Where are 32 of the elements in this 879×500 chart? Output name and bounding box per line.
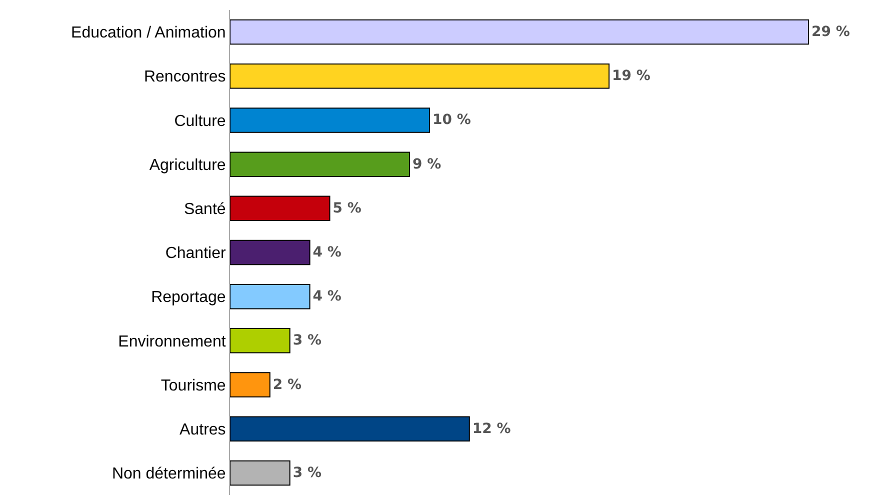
bar xyxy=(230,284,310,310)
y-tick-label: Autres xyxy=(180,421,226,438)
data-label: 9 % xyxy=(412,156,442,172)
y-tick-label: Non déterminée xyxy=(112,466,226,483)
data-label: 3 % xyxy=(292,464,322,481)
data-label: 4 % xyxy=(312,244,342,261)
data-label: 5 % xyxy=(332,200,362,216)
bar xyxy=(230,64,610,89)
bar xyxy=(230,19,810,45)
y-tick-label: Education / Animation xyxy=(71,24,226,42)
y-tick-label: Agriculture xyxy=(149,156,226,174)
y-tick-label: Santé xyxy=(184,201,226,218)
bar xyxy=(230,240,310,266)
y-tick-label: Tourisme xyxy=(160,377,226,394)
data-label: 29 % xyxy=(812,24,850,40)
data-label: 4 % xyxy=(312,288,342,305)
bar xyxy=(230,152,410,177)
bar xyxy=(230,416,470,442)
data-label: 10 % xyxy=(432,112,471,128)
data-label: 2 % xyxy=(272,376,302,393)
y-tick-label: Rencontres xyxy=(144,68,226,86)
data-label: 12 % xyxy=(472,420,511,437)
bar xyxy=(230,372,270,398)
y-tick-label: Culture xyxy=(174,112,226,130)
y-tick-label: Reportage xyxy=(151,289,226,306)
bar xyxy=(230,196,330,222)
bar xyxy=(230,108,430,133)
y-tick-label: Chantier xyxy=(165,245,226,262)
data-label: 3 % xyxy=(292,332,322,349)
y-tick-label: Environnement xyxy=(118,333,226,350)
data-label: 19 % xyxy=(612,68,650,84)
bar xyxy=(230,328,290,354)
